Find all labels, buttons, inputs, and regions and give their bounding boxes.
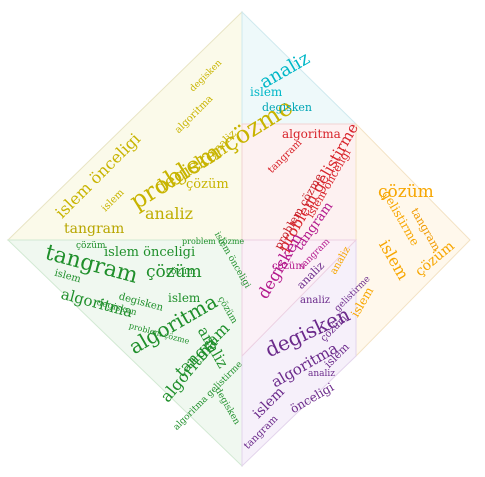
- word-cloud-word: problem çözme: [182, 237, 245, 246]
- word-cloud-word: çözüm: [186, 177, 229, 192]
- word-cloud-word: çözüm: [378, 182, 434, 202]
- word-cloud-word: çözüm: [146, 262, 202, 282]
- word-cloud-word: islem: [168, 291, 201, 305]
- word-cloud-word: analiz: [300, 295, 331, 306]
- word-cloud-word: çözüm: [166, 267, 196, 277]
- piece-magenta: [241, 239, 358, 358]
- word-cloud-word: analiz: [145, 204, 194, 223]
- word-cloud-word: islem önceligi: [104, 245, 196, 260]
- piece-yellow: [6, 10, 243, 241]
- word-cloud-word: algoritma: [282, 127, 341, 141]
- word-cloud-word: islem: [250, 85, 283, 99]
- word-cloud-word: analiz: [308, 369, 336, 379]
- word-cloud-word: çözüm: [76, 241, 106, 251]
- word-cloud-word: degisken: [262, 101, 313, 114]
- word-cloud-word: tangram: [64, 221, 125, 237]
- word-cloud-word: çözüm: [272, 261, 305, 272]
